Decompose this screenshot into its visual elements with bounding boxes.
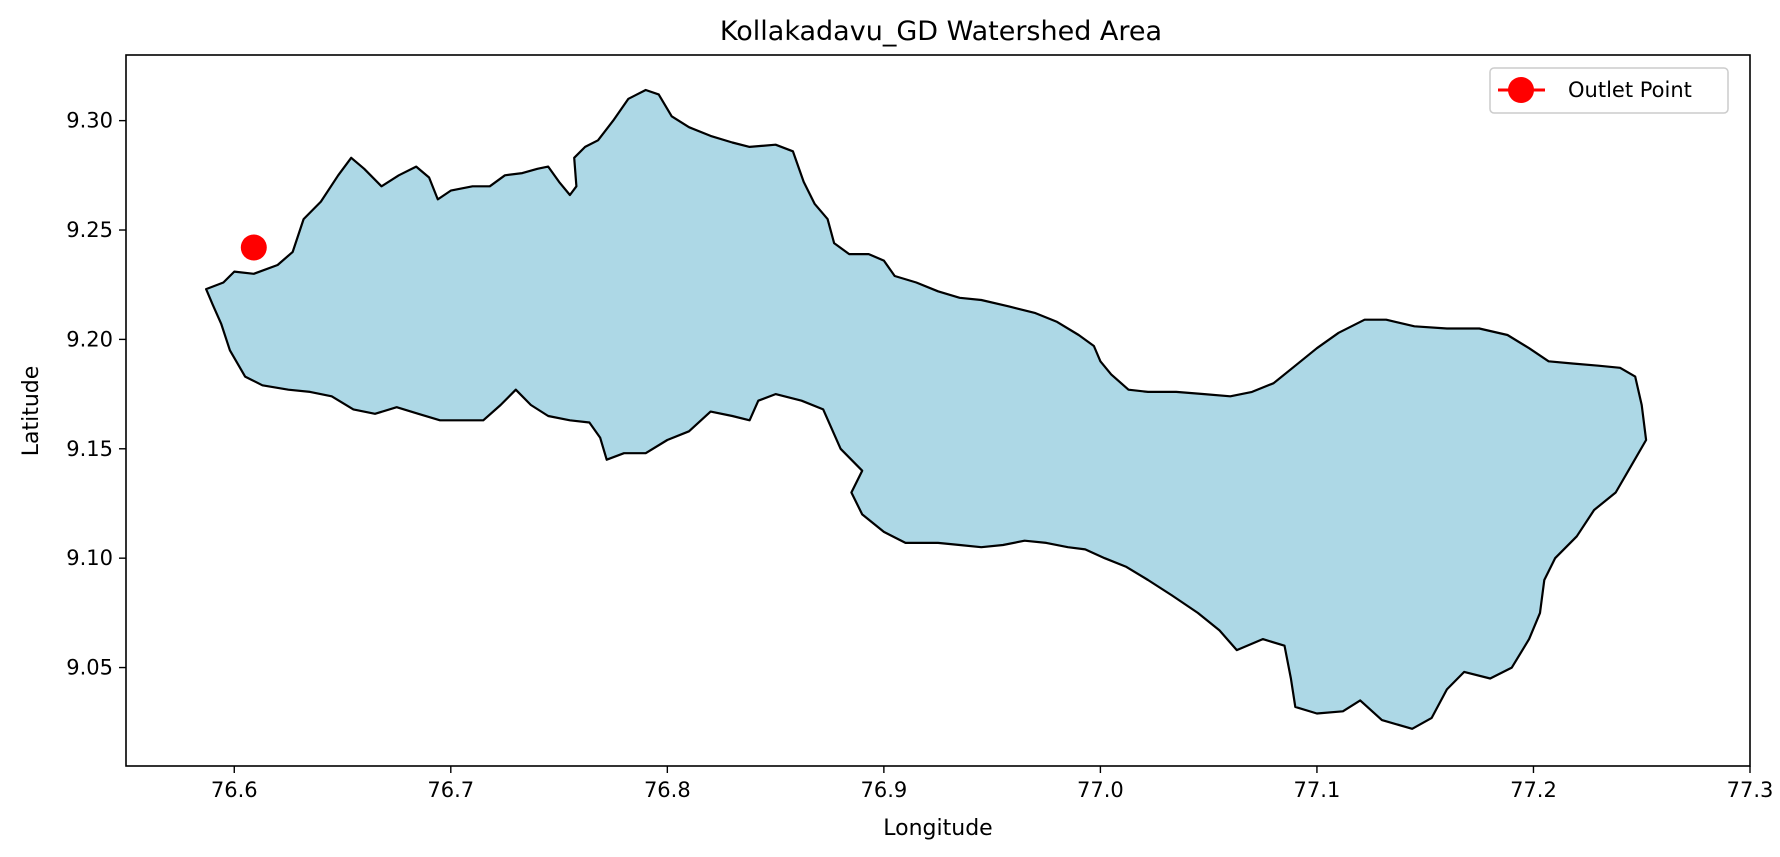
axes-frame (125, 54, 1751, 767)
y-tick-label: 9.20 (66, 327, 113, 351)
x-tick-label: 77.1 (1294, 778, 1341, 802)
legend-box (1489, 67, 1729, 114)
x-tick-label: 76.7 (427, 778, 474, 802)
legend: Outlet Point (1489, 67, 1729, 114)
y-axis-ticks: 9.05 9.10 9.15 9.20 9.25 9.30 (66, 109, 126, 680)
legend-marker-swatch (1508, 77, 1534, 103)
x-tick-label: 76.9 (860, 778, 907, 802)
x-tick-label: 77.2 (1510, 778, 1557, 802)
y-tick-label: 9.15 (66, 437, 113, 461)
watershed-polygon (205, 88, 1648, 730)
plot-area (125, 54, 1751, 767)
y-tick-label: 9.30 (66, 109, 113, 133)
outlet-point-marker (240, 234, 267, 261)
x-tick-label: 77.0 (1077, 778, 1124, 802)
legend-entry-outlet-point: Outlet Point (1568, 78, 1692, 102)
x-axis-ticks: 76.6 76.7 76.8 76.9 77.0 77.1 77.2 77.3 (211, 766, 1773, 802)
y-tick-label: 9.25 (66, 218, 113, 242)
y-tick-label: 9.05 (66, 656, 113, 680)
chart-title: Kollakadavu_GD Watershed Area (720, 16, 1162, 47)
x-tick-label: 77.3 (1727, 778, 1774, 802)
y-tick-label: 9.10 (66, 546, 113, 570)
x-tick-label: 76.8 (644, 778, 691, 802)
x-axis-label: Longitude (883, 816, 992, 841)
x-tick-label: 76.6 (211, 778, 258, 802)
y-axis-label: Latitude (19, 366, 44, 457)
